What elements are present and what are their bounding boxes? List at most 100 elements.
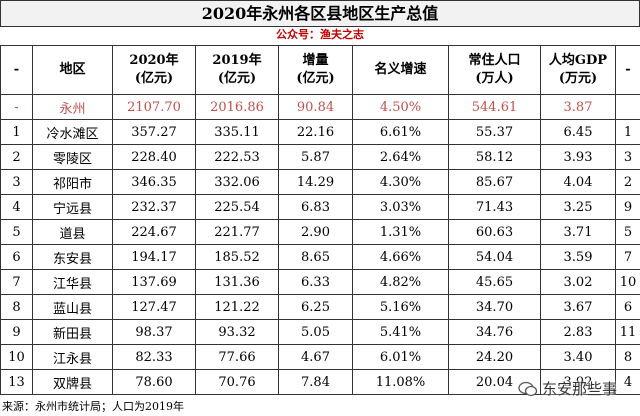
table-cell: 6 <box>0 244 33 270</box>
watermark-text: 东安那些事 <box>542 380 618 398</box>
table-cell: 4.30% <box>352 169 449 195</box>
header-line: - <box>625 62 631 77</box>
table-cell: 3.92 <box>540 369 616 395</box>
table-cell: 4.66% <box>352 244 449 270</box>
table-cell: 222.53 <box>195 144 279 170</box>
header-line: 2019年 <box>212 53 262 68</box>
table-cell: 4.50% <box>352 94 449 120</box>
table-cell: 3.87 <box>540 94 616 120</box>
table-cell: 11 <box>615 319 640 345</box>
table-cell: 131.36 <box>195 269 279 295</box>
table-cell: 2 <box>615 169 640 195</box>
table-cell: 8.65 <box>278 244 353 270</box>
header-line: 人均GDP <box>548 53 608 68</box>
table-cell: 34.76 <box>448 319 541 345</box>
table-row: 3 祁阳市 346.35 332.06 14.29 4.30% 85.67 4.04 2 <box>0 169 640 195</box>
table-cell: 7 <box>615 244 640 270</box>
table-cell: 225.54 <box>195 194 279 220</box>
table-cell: 3 <box>615 144 640 170</box>
header-cell: 名义增速 <box>352 45 449 95</box>
header-line: (亿元) <box>296 71 335 86</box>
wechat-icon <box>518 381 538 396</box>
table-cell: 185.52 <box>195 244 279 270</box>
header-line: - <box>13 62 20 77</box>
table-row: 1 冷水滩区 357.27 335.11 22.16 6.61% 55.37 6.45 1 <box>0 119 640 145</box>
table-row: 13 双牌县 78.60 70.76 7.84 11.08% 20.04 3.92 4 <box>0 369 640 395</box>
title: 2020年永州各区县地区生产总值 <box>0 0 640 27</box>
header-row: - 地区 2020年 (亿元) 2019年 (亿元) 增量 (亿元) 名义增速 常住人口 (万人) 人… <box>0 45 640 95</box>
table-cell: 4 <box>0 194 33 220</box>
table-cell: 江华县 <box>32 269 113 295</box>
header-cell: - <box>615 45 640 95</box>
table-cell: 3.25 <box>540 194 616 220</box>
table-cell: 127.47 <box>112 294 196 320</box>
table-cell: 332.06 <box>195 169 279 195</box>
table-cell: 54.04 <box>448 244 541 270</box>
table-cell: 3.67 <box>540 294 616 320</box>
table-cell: 6.25 <box>278 294 353 320</box>
table-cell: 9 <box>0 319 33 345</box>
table-cell: 98.37 <box>112 319 196 345</box>
table-cell: 346.35 <box>112 169 196 195</box>
header-cell: 常住人口 (万人) <box>448 45 541 95</box>
table-row: 5 道县 224.67 221.77 2.90 1.31% 60.63 3.71 5 <box>0 219 640 245</box>
table-row: 4 宁远县 232.37 225.54 6.83 3.03% 71.43 3.25 9 <box>0 194 640 220</box>
header-line: 常住人口 <box>468 53 521 68</box>
header-line: 2020年 <box>129 53 179 68</box>
table-cell: 11.08% <box>352 369 449 395</box>
table-cell: 58.12 <box>448 144 541 170</box>
table-cell: 道县 <box>32 219 113 245</box>
table-cell: 4.67 <box>278 344 353 370</box>
header-cell: 2019年 (亿元) <box>195 45 279 95</box>
header-cell: 人均GDP (万元) <box>540 45 616 95</box>
footer: 来源：永州市统计局；人口为2019年 <box>2 400 184 413</box>
table-cell: 9 <box>615 194 640 220</box>
header-cell: - <box>0 45 33 95</box>
table-row: 9 新田县 98.37 93.32 5.05 5.41% 34.76 2.83 11 <box>0 319 640 345</box>
table-cell: 70.76 <box>195 369 279 395</box>
table-cell: 93.32 <box>195 319 279 345</box>
table-cell: 6.01% <box>352 344 449 370</box>
table-cell: 1 <box>615 119 640 145</box>
table-cell: 82.33 <box>112 344 196 370</box>
table-cell: 8 <box>0 294 33 320</box>
table-cell: 新田县 <box>32 319 113 345</box>
table-cell: 78.60 <box>112 369 196 395</box>
header-cell: 地区 <box>32 45 113 95</box>
watermark: 东安那些事 <box>518 378 617 399</box>
table-cell: - <box>0 94 33 120</box>
table-row: 6 东安县 194.17 185.52 8.65 4.66% 54.04 3.59 7 <box>0 244 640 270</box>
table-row: 10 江永县 82.33 77.66 4.67 6.01% 24.20 3.40 8 <box>0 344 640 370</box>
table-cell: 224.67 <box>112 219 196 245</box>
table-cell: 5.16% <box>352 294 449 320</box>
table-cell: 232.37 <box>112 194 196 220</box>
header-line: (亿元) <box>217 71 257 86</box>
table-cell: 3.03% <box>352 194 449 220</box>
table-cell: 5.87 <box>278 144 353 170</box>
subtitle: 公众号：渔夫之志 <box>276 28 364 41</box>
table-cell: 71.43 <box>448 194 541 220</box>
table-cell: 228.40 <box>112 144 196 170</box>
table-cell: 85.67 <box>448 169 541 195</box>
table-row: 7 江华县 137.69 131.36 6.33 4.82% 45.65 3.02 10 <box>0 269 640 295</box>
table-cell: 194.17 <box>112 244 196 270</box>
table-cell: 77.66 <box>195 344 279 370</box>
table-cell: 2016.86 <box>195 94 279 120</box>
table-cell: 2107.70 <box>112 94 196 120</box>
table-cell: 5.05 <box>278 319 353 345</box>
header-line: (亿元) <box>134 71 174 86</box>
table-cell: 6 <box>615 294 640 320</box>
table-cell: 4.04 <box>540 169 616 195</box>
table-cell: 6.33 <box>278 269 353 295</box>
table-cell: 5 <box>0 219 33 245</box>
table-row: 2 零陵区 228.40 222.53 5.87 2.64% 58.12 3.93 3 <box>0 144 640 170</box>
table-cell: 4 <box>615 369 640 395</box>
table-cell: 3.02 <box>540 269 616 295</box>
table-cell: 2.83 <box>540 319 616 345</box>
gdp-table: - 地区 2020年 (亿元) 2019年 (亿元) 增量 (亿元) 名义增速 常住人口 (万人) 人… <box>0 45 640 395</box>
table-cell: 90.84 <box>278 94 353 120</box>
table-cell: 24.20 <box>448 344 541 370</box>
table-cell: 2 <box>0 144 33 170</box>
table-cell: 335.11 <box>195 119 279 145</box>
